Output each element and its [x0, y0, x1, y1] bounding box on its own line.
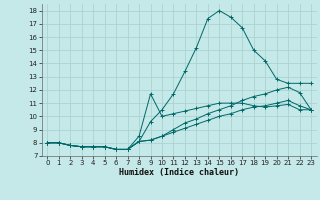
X-axis label: Humidex (Indice chaleur): Humidex (Indice chaleur) [119, 168, 239, 177]
